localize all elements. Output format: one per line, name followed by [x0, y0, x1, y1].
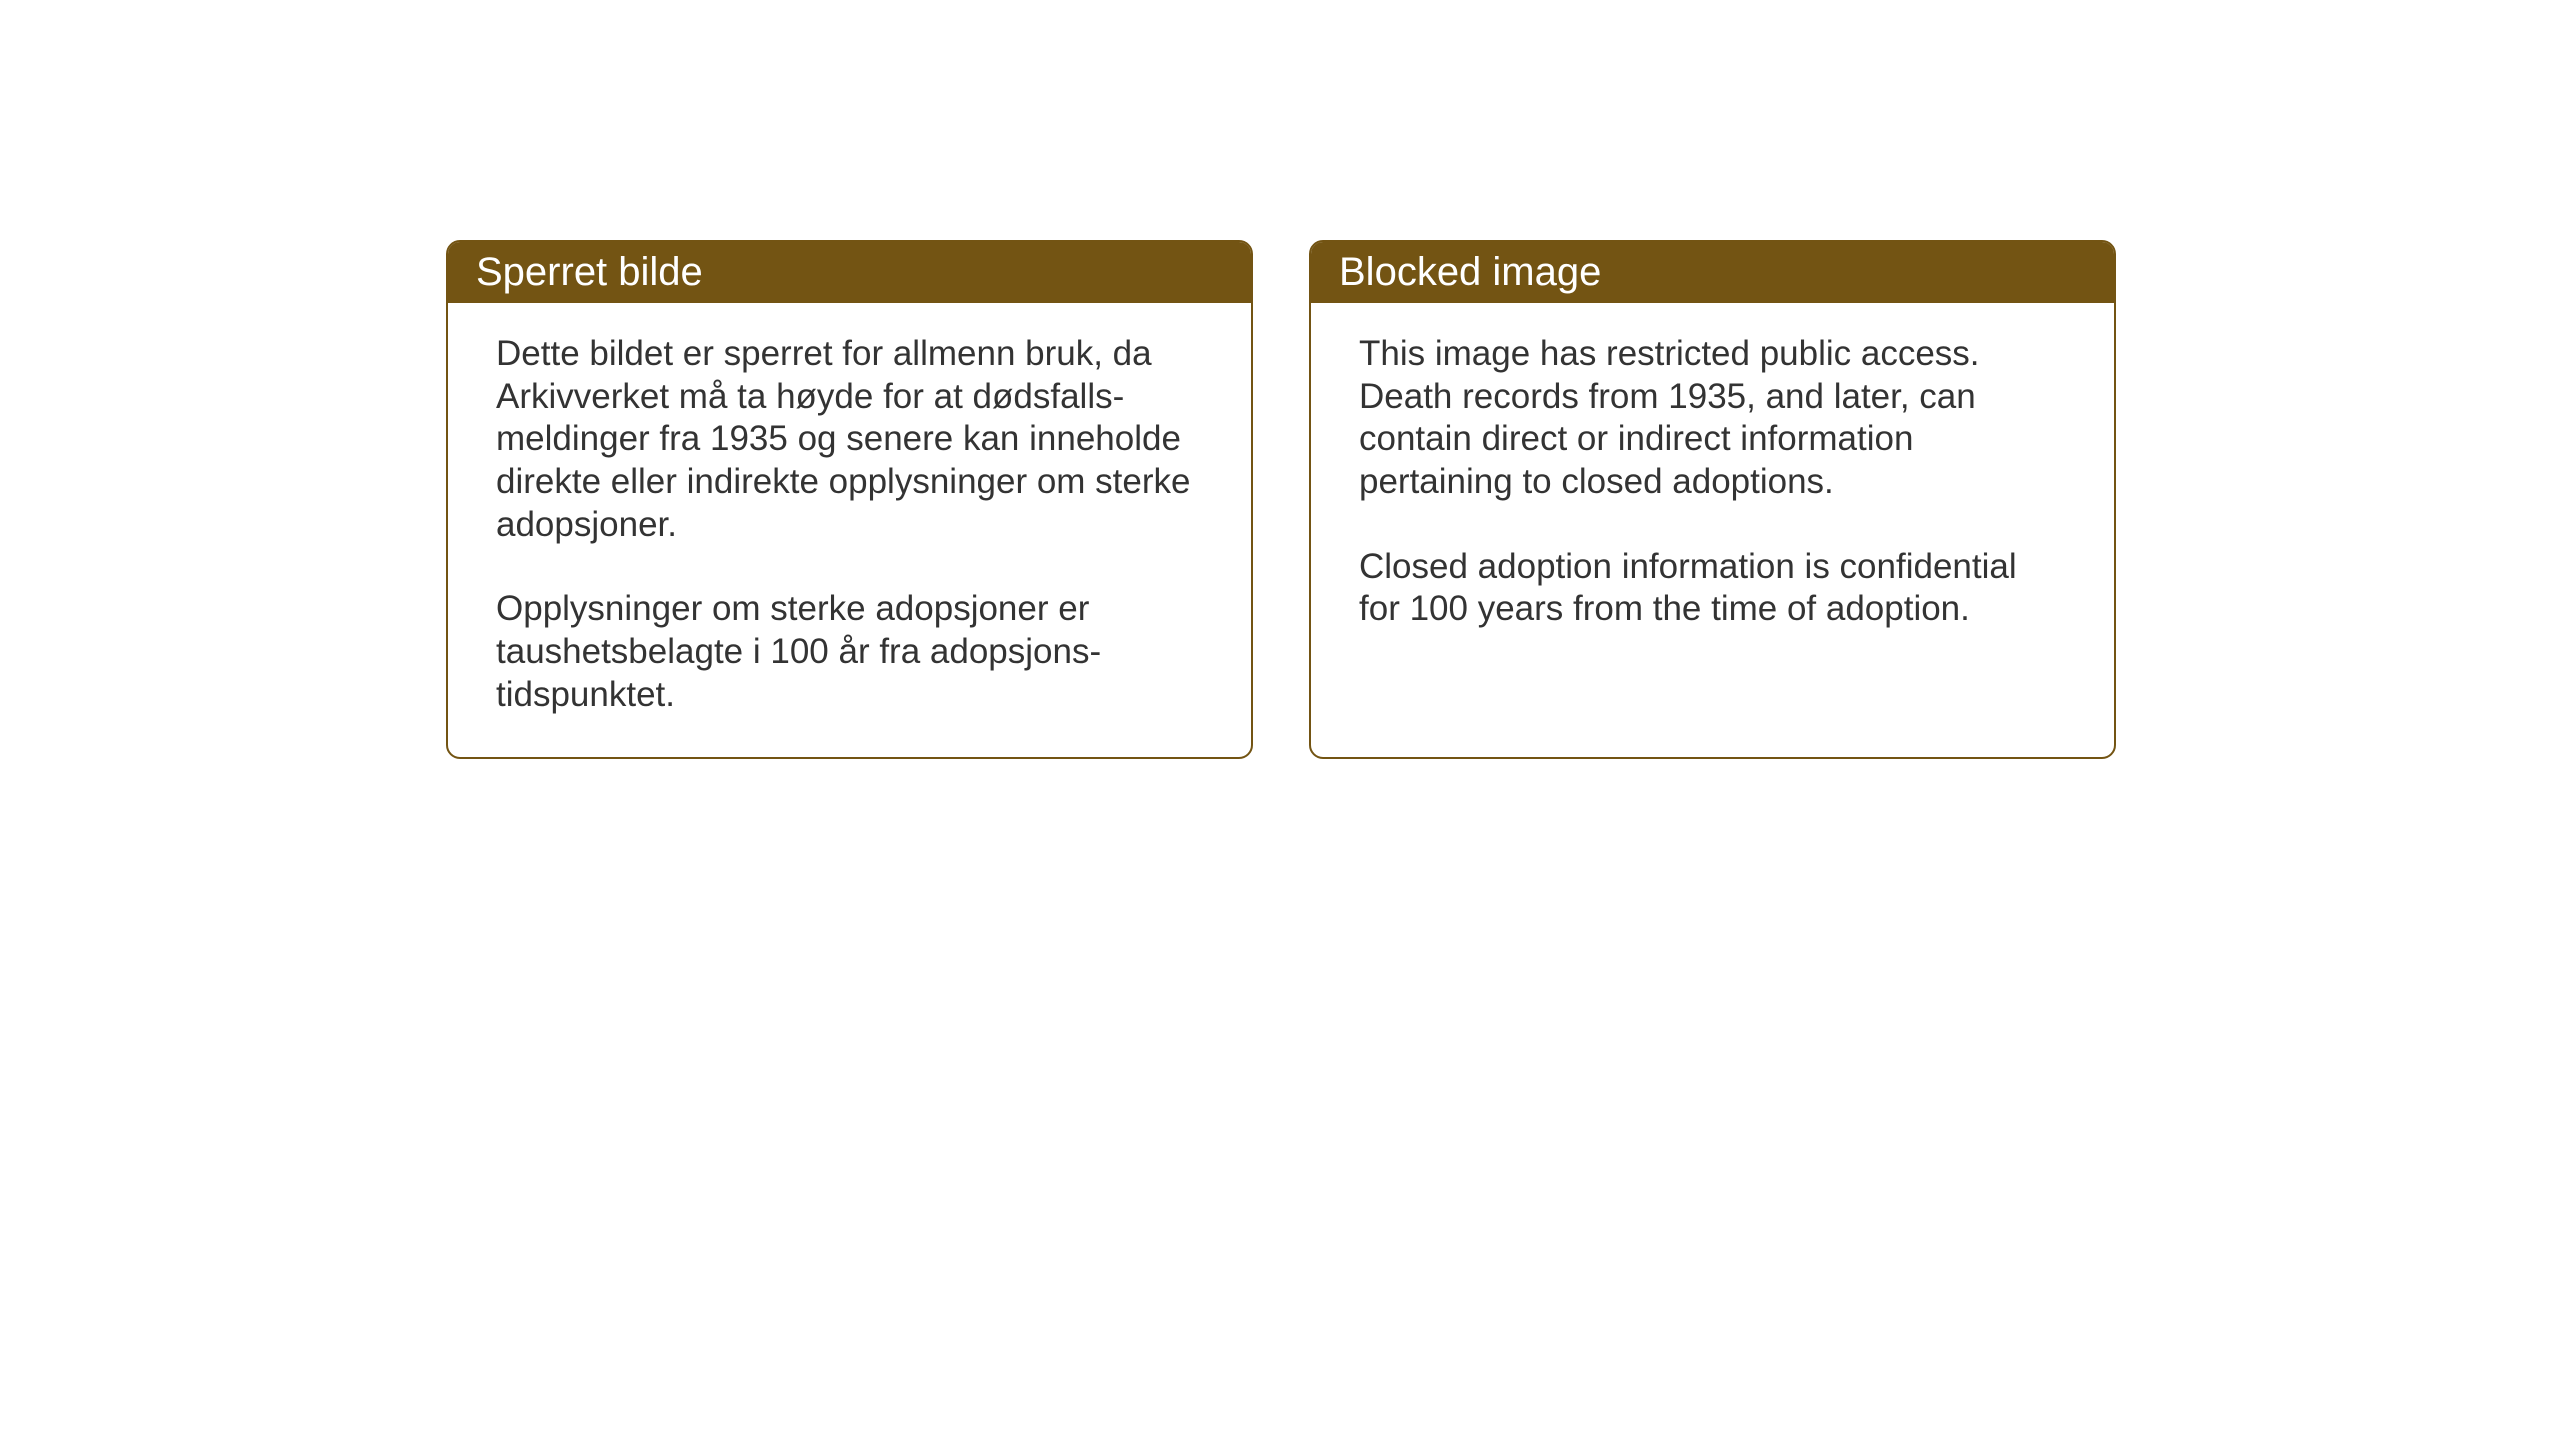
notice-container: Sperret bilde Dette bildet er sperret fo… — [446, 240, 2116, 759]
norwegian-card-header: Sperret bilde — [448, 242, 1251, 303]
norwegian-card-body: Dette bildet er sperret for allmenn bruk… — [448, 303, 1251, 757]
english-card-body: This image has restricted public access.… — [1311, 303, 2114, 671]
english-card-header: Blocked image — [1311, 242, 2114, 303]
english-paragraph-1: This image has restricted public access.… — [1359, 333, 2066, 504]
english-card-title: Blocked image — [1339, 250, 1601, 294]
english-paragraph-2: Closed adoption information is confident… — [1359, 546, 2066, 631]
norwegian-card: Sperret bilde Dette bildet er sperret fo… — [446, 240, 1253, 759]
norwegian-paragraph-2: Opplysninger om sterke adopsjoner er tau… — [496, 588, 1203, 716]
norwegian-paragraph-1: Dette bildet er sperret for allmenn bruk… — [496, 333, 1203, 546]
norwegian-card-title: Sperret bilde — [476, 250, 703, 294]
english-card: Blocked image This image has restricted … — [1309, 240, 2116, 759]
